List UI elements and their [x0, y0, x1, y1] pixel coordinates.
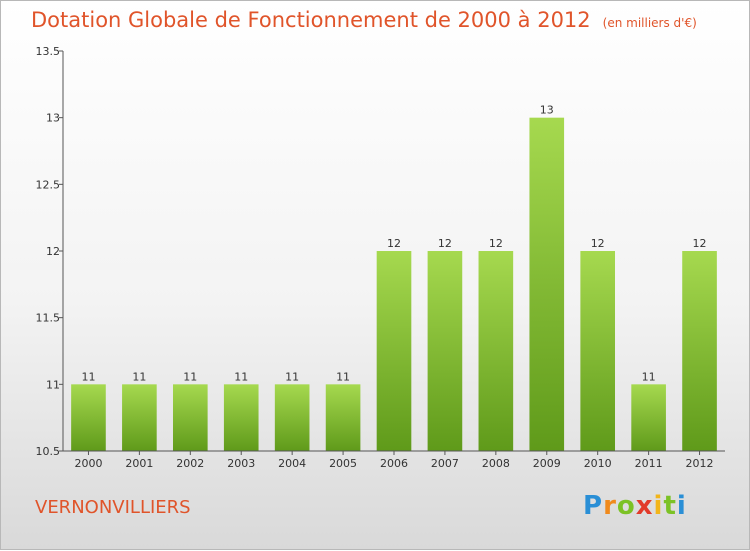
data-label: 11: [285, 370, 299, 383]
y-tick-label: 12.5: [36, 178, 61, 191]
y-tick-label: 13.5: [36, 45, 61, 58]
x-tick-label: 2006: [380, 457, 408, 470]
x-tick-label: 2011: [635, 457, 663, 470]
bar-2000: [71, 384, 106, 451]
y-tick-label: 10.5: [36, 445, 61, 458]
x-tick-label: 2008: [482, 457, 510, 470]
bar-2003: [223, 384, 259, 451]
bar-2001: [122, 384, 157, 451]
chart-title-block: Dotation Globale de Fonctionnement de 20…: [31, 8, 697, 32]
y-tick-label: 12: [46, 245, 60, 258]
y-tick-label: 13: [46, 112, 60, 125]
x-tick-label: 2005: [329, 457, 357, 470]
bar-2004: [274, 384, 310, 451]
data-label: 13: [540, 104, 554, 117]
bar-2006: [376, 251, 412, 451]
logo-letter: t: [663, 491, 677, 521]
logo-letter: r: [603, 491, 617, 521]
y-tick-label: 11.5: [36, 312, 61, 325]
x-axis: 2000 2001 2002 2003 2004 2005 2006 2007 2008 2009…: [63, 450, 725, 470]
x-tick-label: 2001: [125, 457, 153, 470]
data-label: 12: [489, 237, 503, 250]
data-label: 11: [642, 370, 656, 383]
logo-letter: i: [676, 491, 687, 521]
bar-2010: [580, 251, 616, 451]
data-label: 11: [132, 370, 146, 383]
data-label: 12: [438, 237, 452, 250]
x-tick-label: 2002: [176, 457, 204, 470]
x-tick-label: 2000: [74, 457, 102, 470]
x-tick-label: 2003: [227, 457, 255, 470]
bar-2009: [529, 117, 565, 452]
bar-2005: [325, 384, 361, 451]
bar-2011: [631, 384, 666, 451]
y-axis: 10.5 11 11.5 12 12.5 13 13.5: [36, 45, 64, 458]
logo-letter: x: [635, 491, 654, 521]
y-tick-label: 11: [46, 378, 60, 391]
data-label: 11: [234, 370, 248, 383]
x-tick-label: 2007: [431, 457, 459, 470]
bars-group: 11 11 11 11 11 11 12 12 12 13 12 11 12: [71, 104, 717, 452]
chart-unit: (en milliers d'€): [602, 16, 697, 30]
logo-letter: o: [616, 491, 636, 521]
bar-2007: [427, 251, 463, 451]
x-tick-label: 2004: [278, 457, 306, 470]
proxiti-logo: Proxiti: [583, 491, 687, 521]
x-tick-label: 2009: [533, 457, 561, 470]
data-label: 11: [81, 370, 95, 383]
x-tick-label: 2010: [584, 457, 612, 470]
commune-name: VERNONVILLIERS: [35, 497, 191, 518]
logo-letter: P: [583, 491, 604, 521]
bar-2008: [478, 251, 514, 451]
data-label: 12: [693, 237, 707, 250]
data-label: 11: [183, 370, 197, 383]
bar-2002: [172, 384, 208, 451]
logo-letter: i: [653, 491, 664, 521]
bar-2012: [682, 251, 717, 451]
x-tick-label: 2012: [686, 457, 714, 470]
data-label: 12: [387, 237, 401, 250]
chart-title: Dotation Globale de Fonctionnement de 20…: [31, 8, 591, 32]
data-label: 12: [591, 237, 605, 250]
data-label: 11: [336, 370, 350, 383]
